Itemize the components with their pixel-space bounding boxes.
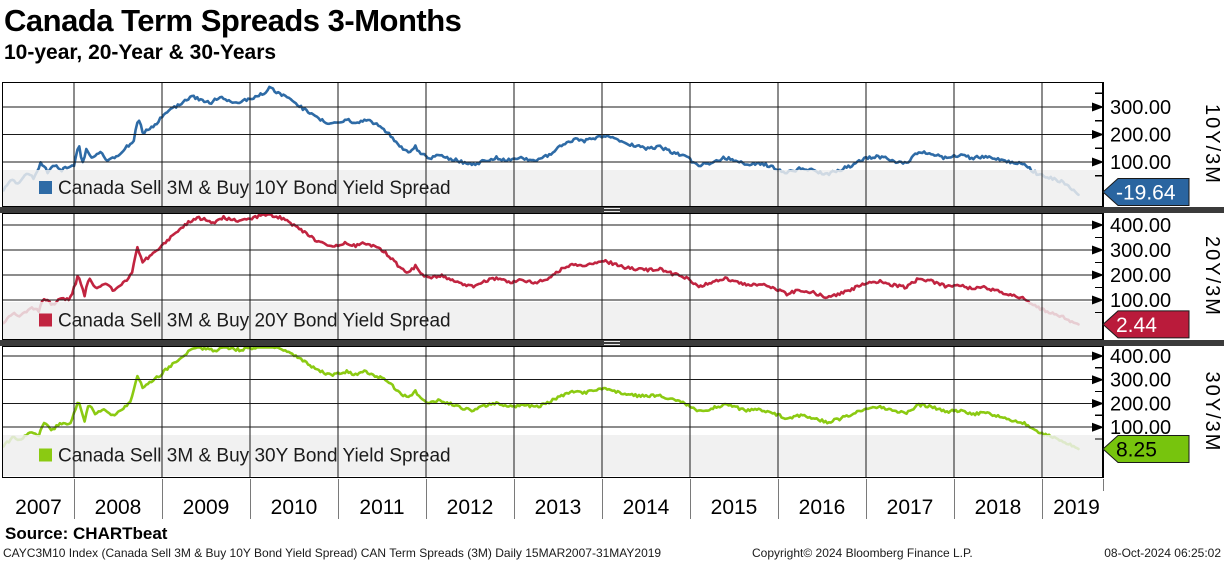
gridline-arrow-icon [1092,295,1104,305]
page-title: Canada Term Spreads 3-Months [4,3,462,38]
x-axis-year-divider [602,479,603,519]
x-axis-year-divider [338,479,339,519]
panel-axis-label-30y3m: 30Y/3M [1201,372,1223,453]
legend-item-30y3m[interactable]: Canada Sell 3M & Buy 30Y Bond Yield Spre… [39,446,451,467]
source-label: Source: CHARTbeat [5,524,168,543]
legend-band [3,170,1103,206]
last-value-badge-20y3m [1102,310,1190,339]
gridline-arrow-icon [1092,245,1104,255]
legend-marker-icon [39,181,52,194]
legend-label: Canada Sell 3M & Buy 10Y Bond Yield Spre… [58,178,451,199]
last-value-label: -19.64 [1116,182,1176,205]
panel-20y3m: 100.00 200.00 300.00 400.00 Canada Sell 3M &… [2,213,1223,340]
gridline-arrow-icon [1092,351,1104,361]
x-axis-year-label: 2015 [710,496,758,519]
separator-drag-handle-icon[interactable] [604,341,620,345]
x-axis-year-label: 2014 [622,496,670,519]
last-value-label: 2.44 [1116,314,1157,337]
last-value-badge-30y3m [1102,434,1190,463]
x-axis-year-label: 2011 [359,496,405,519]
series-line-20y3m[interactable] [2,213,1080,326]
legend-band [3,435,1103,476]
x-axis-year-divider [162,479,163,519]
x-axis-year-divider [1042,479,1043,519]
y-tick-label: 400.00 [1110,215,1171,237]
x-axis-year-label: 2019 [1053,496,1100,519]
x-axis-year-label: 2013 [534,496,582,519]
gridline-arrow-icon [1092,129,1104,139]
legend-marker-icon [39,448,52,462]
footer-copyright: Copyright© 2024 Bloomberg Finance L.P. [752,546,973,560]
x-axis-year-divider [866,479,867,519]
legend-item-10y3m[interactable]: Canada Sell 3M & Buy 10Y Bond Yield Spre… [39,178,451,199]
x-axis-year-divider [250,479,251,519]
legend-label: Canada Sell 3M & Buy 30Y Bond Yield Spre… [58,446,451,467]
legend-label: Canada Sell 3M & Buy 20Y Bond Yield Spre… [58,311,451,332]
x-axis-year-label: 2012 [446,496,494,519]
last-value-label: 8.25 [1116,438,1157,461]
x-axis-year-label: 2009 [182,496,230,519]
x-axis-year-label: 2016 [798,496,846,519]
x-axis-year-divider [778,479,779,519]
panel-separator[interactable] [0,207,1224,213]
footer-timestamp: 08-Oct-2024 06:25:02 [1104,546,1221,560]
gridline-arrow-icon [1092,375,1104,385]
y-tick-label: 100.00 [1110,152,1171,174]
x-axis-year-divider [426,479,427,519]
x-axis-year-label: 2017 [886,496,934,519]
y-tick-label: 300.00 [1110,370,1171,392]
y-tick-label: 200.00 [1110,265,1171,287]
gridline-arrow-icon [1092,422,1104,432]
series-line-30y3m[interactable] [2,346,1080,451]
panel-separator[interactable] [0,340,1224,346]
separator-drag-handle-icon[interactable] [604,208,620,212]
x-axis-year-label: 2008 [94,496,142,519]
last-value-badge-10y3m [1102,178,1190,206]
y-tick-label: 200.00 [1110,393,1171,415]
gridline-arrow-icon [1092,398,1104,408]
page-subtitle: 10-year, 20-Year & 30-Years [4,41,277,64]
x-axis-year-divider [954,479,955,519]
panel-axis-label-10y3m: 10Y/3M [1201,104,1223,185]
y-tick-label: 300.00 [1110,97,1171,119]
chart-header: Canada Term Spreads 3-Months 10-year, 20… [4,2,462,66]
panel-axis-label-20y3m: 20Y/3M [1201,236,1223,317]
x-axis-year-divider [514,479,515,519]
gridline-arrow-icon [1092,270,1104,280]
y-tick-label: 400.00 [1110,346,1171,368]
legend-band [3,302,1103,339]
x-axis-year-label: 2010 [270,496,318,519]
x-axis-year-divider [690,479,691,519]
y-tick-label: 100.00 [1110,417,1171,439]
y-tick-label: 200.00 [1110,124,1171,146]
x-axis-year-label: 2007 [15,496,62,519]
y-tick-label: 300.00 [1110,240,1171,262]
x-axis-year-divider [74,479,75,519]
gridline-arrow-icon [1092,102,1104,112]
legend-marker-icon [39,313,52,327]
legend-item-20y3m[interactable]: Canada Sell 3M & Buy 20Y Bond Yield Spre… [39,311,451,332]
y-tick-label: 100.00 [1110,290,1171,312]
x-axis-corner-stub [1103,479,1104,491]
gridline-arrow-icon [1092,220,1104,230]
footer-index-description: CAYC3M10 Index (Canada Sell 3M & Buy 10Y… [3,546,662,560]
x-axis-year-label: 2018 [974,496,1022,519]
gridline-arrow-icon [1092,157,1104,167]
panel-10y3m: 100.00 200.00 300.00 Canada Sell 3M & Buy 1… [2,82,1223,207]
